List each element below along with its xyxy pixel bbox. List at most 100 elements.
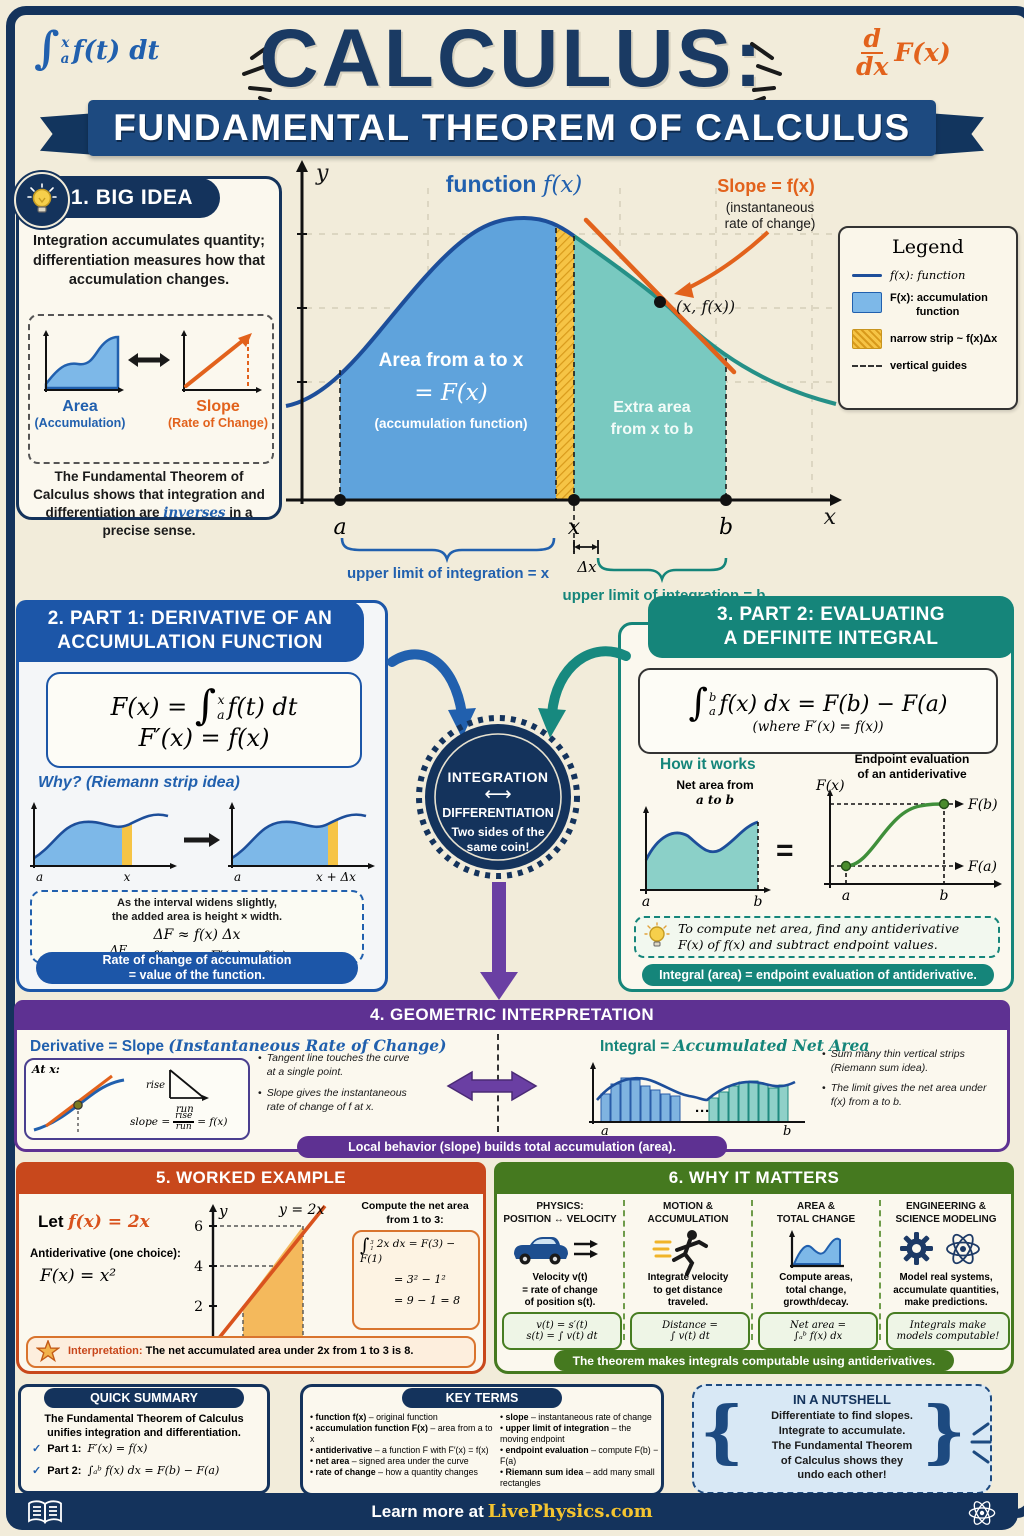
connector-arrows (387, 646, 631, 1000)
sec4-double-arrow-icon (446, 1070, 538, 1102)
interpretation-text: The net accumulated area under 2x from 1… (142, 1345, 414, 1358)
legend-item-strip: narrow strip ~ f(x)Δx (890, 332, 998, 345)
sec5-header: 5. WORKED EXAMPLE (16, 1162, 486, 1194)
part2-pill: Integral (area) = endpoint evaluation of… (642, 964, 994, 986)
extra-area-label-1: Extra area (613, 399, 690, 416)
legend-item-guides: vertical guides (890, 359, 968, 372)
function-label: function f(x) (446, 171, 583, 198)
riemann1-x: x (124, 870, 131, 884)
delta-x-label: Δx (576, 558, 597, 576)
gear-icon (900, 1232, 933, 1265)
area-label: Area (Accumulation) (34, 398, 126, 430)
double-arrow-icon (128, 353, 170, 367)
burst-right-icon (746, 42, 782, 106)
sec5-calc2: = 3² − 1² (394, 1273, 446, 1287)
riemann2-x-dx: x + Δx (316, 870, 356, 884)
tick-b: b (719, 515, 733, 540)
footer-brand-link[interactable]: LivePhysics.com (487, 1501, 653, 1522)
sec4-left-bullets: • Tangent line touches the curve at a sin… (258, 1052, 410, 1113)
we-y-label: y (218, 1202, 228, 1220)
check-icon-2: ✓ (32, 1465, 42, 1477)
endpoint-b: b (940, 888, 949, 904)
legend-title: Legend (892, 236, 964, 258)
area-label-2: = F(x) (414, 380, 487, 406)
net-area-label: Net area from a to b (676, 778, 754, 807)
run-label: run (176, 1104, 194, 1115)
part1-why-label: Why? (Riemann strip idea) (38, 774, 240, 791)
lightbulb-icon (27, 183, 57, 213)
header-left-formula: ∫ x a f(t) dt (34, 22, 160, 74)
sec4-heading: 4. GEOMETRIC INTERPRETATION (369, 1005, 655, 1024)
runner-icon (652, 1230, 708, 1276)
sec6-col2-desc: Integrate velocity to get distance travele… (647, 1272, 729, 1309)
sec5-antiderivative-math: F(x) = x² (40, 1266, 117, 1286)
riemann-a: a (601, 1124, 609, 1136)
nutshell-panel (692, 1384, 992, 1494)
riemann-b: b (783, 1124, 791, 1136)
tick-a: a (333, 515, 346, 540)
badge-integration: INTEGRATION (448, 769, 549, 785)
we-line-label: y = 2x (278, 1202, 324, 1218)
part2-tip-text: To compute net area, find any antideriva… (678, 920, 960, 952)
part1-formula-2: F′(x) = f(x) (138, 724, 270, 753)
riemann-sum-chart: ··· a b (589, 1062, 805, 1136)
part2-tip-box: To compute net area, find any antideriva… (634, 916, 1000, 958)
sec6-divider-2 (751, 1200, 753, 1340)
nutshell-brace-right: } (922, 1392, 966, 1472)
purple-down-arrow-icon (492, 882, 506, 976)
part1-pill: Rate of change of accumulation = value of… (36, 952, 358, 984)
riemann-dots: ··· (695, 1103, 710, 1120)
we-ytick-4: 4 (194, 1259, 203, 1275)
part1-header: 2. PART 1: DERIVATIVE OF AN ACCUMULATION… (16, 600, 364, 662)
sec6-col2-title: MOTION & ACCUMULATION (647, 1201, 729, 1225)
sec6-col1-box: v(t) = s′(t) s(t) = ∫ v(t) dt (502, 1312, 622, 1350)
accumulation-swatch (852, 292, 882, 313)
interpretation-label: Interpretation: (68, 1345, 143, 1358)
part2-heading-line2: A DEFINITE INTEGRAL (723, 628, 939, 649)
sec6-col4-box: Integrals make models computable! (886, 1312, 1010, 1350)
big-idea-heading: 1. BIG IDEA (70, 186, 194, 209)
slope-formula: slope = rise run = f(x) (130, 1111, 228, 1133)
car-icon (514, 1237, 598, 1265)
header-right-formula: d dx F(x) (856, 24, 951, 81)
sec5-antiderivative-label: Antiderivative (one choice): (30, 1248, 181, 1260)
slope-callout-sub2: rate of change) (725, 216, 816, 231)
sec6-col1-title: PHYSICS: POSITION ↔ VELOCITY (503, 1201, 617, 1225)
sec5-calc1: ∫ 3 1 2x dx = F(3) − F(1) (360, 1235, 456, 1266)
endpoint-chart: F(x) F(b) F(a) a b (815, 778, 1002, 904)
sec6-col4-desc: Model real systems, accumulate quantities… (893, 1272, 999, 1309)
part1-formula-box: F(x) = ∫ x a f(t) dt F′(x) = f(x) (46, 672, 362, 768)
poster-title: CALCULUS: (259, 13, 765, 104)
tangent-box: At x: rise run slope = rise run = f(x) (24, 1058, 250, 1140)
slope-callout-title: Slope = f(x) (717, 176, 815, 196)
at-x-label: At x: (32, 1063, 60, 1076)
riemann-chart-1: a x (30, 802, 177, 884)
endpoint-a: a (842, 888, 850, 904)
we-ytick-6: 6 (194, 1219, 203, 1235)
atom-icon (946, 1233, 980, 1265)
footer-atom-icon (968, 1501, 996, 1525)
sec6-col3-title: AREA & TOTAL CHANGE (776, 1201, 856, 1225)
guides-swatch (852, 364, 882, 367)
net-area-chart: a b (640, 806, 771, 910)
integral-symbol: ∫ (34, 22, 60, 74)
riemann1-a: a (36, 870, 43, 884)
main-chart: y x function f(x) Slope = f(x) (instanta… (285, 160, 842, 604)
big-idea-intro: Integration accumulates quantity; differ… (32, 233, 266, 289)
equals-sign: = (776, 834, 794, 867)
part1-eq1: ΔF ≈ f(x) Δx (153, 926, 241, 943)
book-icon (28, 1500, 62, 1524)
quick-part1: ✓ Part 1: F′(x) = f(x) (32, 1442, 148, 1455)
part1-heading-line2: ACCUMULATION FUNCTION (57, 632, 323, 653)
sec6-header: 6. WHY IT MATTERS (494, 1162, 1014, 1194)
endpoint-fx: F(x) (815, 778, 845, 794)
footer-bar: Learn more at LivePhysics.com (6, 1493, 1018, 1530)
key-terms-right: • slope – instantaneous rate of change •… (500, 1412, 659, 1488)
part2-formula-box: ∫ b a f(x) dx = F(b) − F(a) (where F′(x) = … (638, 668, 998, 754)
we-ytick-2: 2 (194, 1299, 203, 1315)
badge-sub1: Two sides of the (451, 825, 544, 839)
sec6-col1-desc: Velocity v(t) = rate of change of position… (522, 1272, 598, 1309)
big-idea-header: 1. BIG IDEA (44, 178, 220, 218)
extra-area-label-2: from x to b (611, 421, 694, 438)
sec5-interpretation: Interpretation: The net accumulated area… (26, 1336, 476, 1368)
